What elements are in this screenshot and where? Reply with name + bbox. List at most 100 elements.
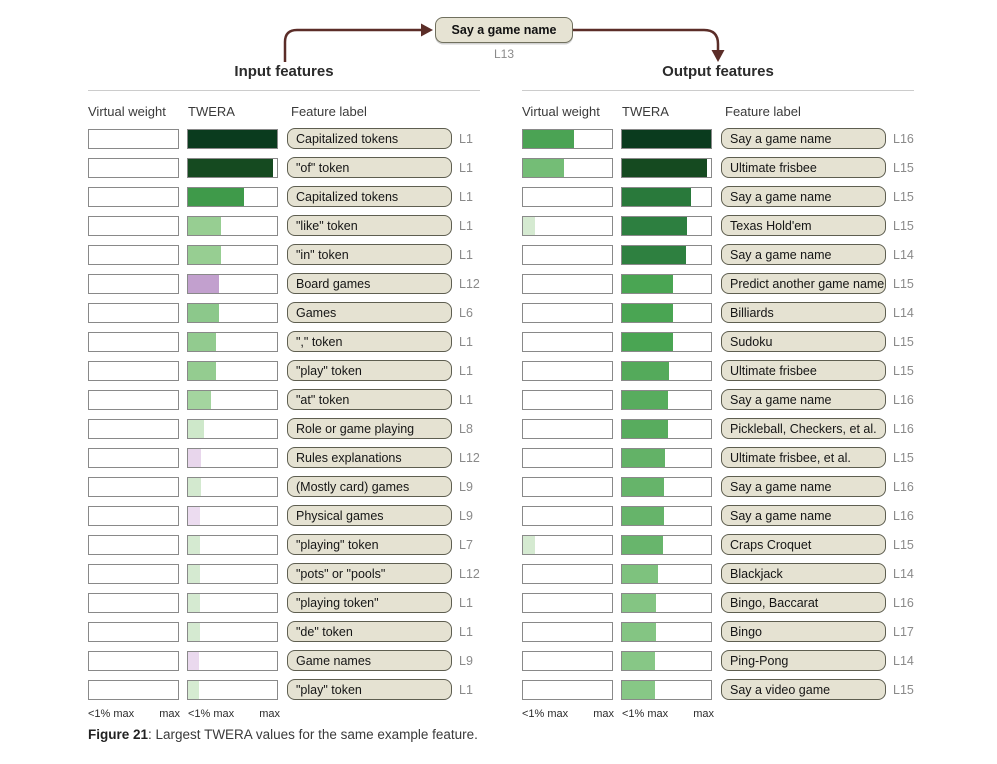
- feature-label-text: "of" token: [296, 160, 350, 175]
- feature-node: Say a game name: [435, 17, 573, 43]
- twera-fill: [622, 622, 656, 641]
- layer-label: L6: [459, 305, 473, 320]
- feature-label-text: Billiards: [730, 305, 774, 320]
- axis-min-label: <1% max: [188, 708, 235, 720]
- virtual-weight-bar: [88, 505, 179, 526]
- output-rows: Say a game name L16 Ultimate frisbee L15…: [522, 128, 914, 700]
- layer-label: L15: [893, 537, 914, 552]
- table-row: Texas Hold'em L15: [522, 215, 914, 236]
- axis-min-label: <1% max: [622, 708, 669, 720]
- feature-label-box: Craps Croquet: [721, 534, 886, 555]
- layer-label: L15: [893, 189, 914, 204]
- feature-label-text: (Mostly card) games: [296, 479, 410, 494]
- feature-label-text: Board games: [296, 276, 371, 291]
- feature-label-text: Rules explanations: [296, 450, 402, 465]
- virtual-weight-bar: [522, 447, 613, 468]
- feature-label-box: Role or game playing: [287, 418, 452, 439]
- feature-label-box: Predict another game name: [721, 273, 886, 294]
- twera-bar: [187, 418, 278, 439]
- layer-label: L14: [893, 653, 914, 668]
- twera-fill: [622, 129, 711, 148]
- twera-bar: [621, 563, 712, 584]
- feature-label-text: Ultimate frisbee: [730, 160, 817, 175]
- virtual-weight-bar: [88, 447, 179, 468]
- twera-fill: [622, 361, 670, 380]
- layer-label: L1: [459, 160, 473, 175]
- virtual-weight-bar: [522, 679, 613, 700]
- table-row: "at" token L1: [88, 389, 480, 410]
- virtual-weight-bar: [522, 215, 613, 236]
- layer-label: L12: [459, 450, 480, 465]
- feature-label-box: "pots" or "pools": [287, 563, 452, 584]
- feature-label-box: "playing token": [287, 592, 452, 613]
- table-row: Say a game name L16: [522, 505, 914, 526]
- twera-bar: [621, 476, 712, 497]
- twera-fill: [188, 564, 200, 583]
- layer-label: L1: [459, 247, 473, 262]
- twera-bar: [187, 273, 278, 294]
- feature-label-box: Bingo: [721, 621, 886, 642]
- layer-label: L1: [459, 189, 473, 204]
- twera-fill: [622, 680, 655, 699]
- feature-label-text: Physical games: [296, 508, 384, 523]
- feature-label-box: Say a game name: [721, 505, 886, 526]
- table-row: "like" token L1: [88, 215, 480, 236]
- twera-bar: [187, 302, 278, 323]
- twera-bar: [621, 389, 712, 410]
- layer-label: L12: [459, 566, 480, 581]
- output-arrow: [573, 28, 720, 50]
- table-row: "de" token L1: [88, 621, 480, 642]
- virtual-weight-bar: [522, 157, 613, 178]
- virtual-weight-bar: [522, 418, 613, 439]
- table-row: Say a game name L16: [522, 476, 914, 497]
- virtual-weight-bar: [88, 476, 179, 497]
- feature-label-text: Say a game name: [730, 247, 832, 262]
- layer-label: L15: [893, 334, 914, 349]
- layer-label: L15: [893, 276, 914, 291]
- feature-label-text: Role or game playing: [296, 421, 415, 436]
- layer-label: L9: [459, 653, 473, 668]
- table-row: Board games L12: [88, 273, 480, 294]
- virtual-weight-bar: [88, 389, 179, 410]
- feature-label-text: "playing" token: [296, 537, 379, 552]
- twera-fill: [188, 390, 212, 409]
- axis-max-label: max: [593, 708, 614, 720]
- layer-label: L1: [459, 595, 473, 610]
- layer-label: L17: [893, 624, 914, 639]
- column-header-twera: TWERA: [188, 104, 235, 119]
- layer-label: L14: [893, 566, 914, 581]
- twera-fill: [188, 158, 273, 177]
- feature-label-text: Ultimate frisbee, et al.: [730, 450, 851, 465]
- layer-label: L15: [893, 450, 914, 465]
- table-row: (Mostly card) games L9: [88, 476, 480, 497]
- input-axis-row: <1% max max <1% max max: [88, 708, 480, 720]
- twera-fill: [188, 274, 220, 293]
- twera-bar: [187, 534, 278, 555]
- twera-fill: [188, 303, 220, 322]
- twera-bar: [187, 679, 278, 700]
- twera-bar: [621, 244, 712, 265]
- twera-fill: [622, 187, 691, 206]
- virtual-weight-bar: [88, 679, 179, 700]
- virtual-weight-bar: [522, 592, 613, 613]
- feature-label-box: Say a game name: [721, 244, 886, 265]
- table-row: Role or game playing L8: [88, 418, 480, 439]
- twera-fill: [188, 245, 221, 264]
- table-row: Ping-Pong L14: [522, 650, 914, 671]
- twera-bar: [621, 128, 712, 149]
- virtual-weight-fill: [523, 216, 535, 235]
- feature-label-text: Capitalized tokens: [296, 189, 399, 204]
- feature-label-box: Say a game name: [721, 476, 886, 497]
- layer-label: L1: [459, 624, 473, 639]
- feature-label-box: Rules explanations: [287, 447, 452, 468]
- table-row: Physical games L9: [88, 505, 480, 526]
- twera-fill: [188, 651, 199, 670]
- twera-bar: [621, 505, 712, 526]
- input-arrowhead-icon: [421, 23, 433, 37]
- virtual-weight-bar: [88, 360, 179, 381]
- feature-label-box: Capitalized tokens: [287, 128, 452, 149]
- twera-bar: [621, 418, 712, 439]
- feature-label-text: Ping-Pong: [730, 653, 789, 668]
- virtual-weight-bar: [88, 302, 179, 323]
- virtual-weight-bar: [522, 563, 613, 584]
